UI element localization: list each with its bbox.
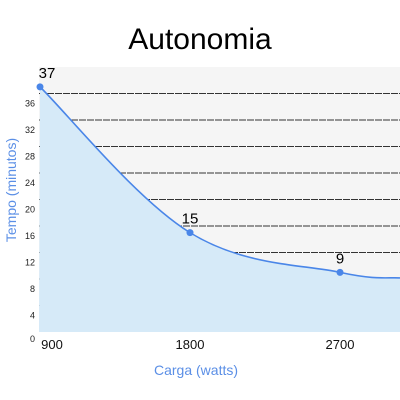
data-labels: 37 15 9 [39,65,345,268]
x-axis-ticks: 900 1800 2700 [41,337,354,352]
y-axis-label: Tempo (minutos) [3,138,19,242]
data-points [36,83,344,276]
data-point [186,229,194,237]
y-tick-label: 20 [25,205,35,215]
y-tick-label: 8 [30,284,35,294]
data-label: 37 [39,65,56,82]
y-tick-label: 0 [30,334,35,344]
y-tick-label: 32 [25,125,35,135]
x-tick-label: 900 [41,337,63,352]
y-tick-label: 24 [25,178,35,188]
x-axis-label: Carga (watts) [154,362,238,378]
chart-title: Autonomia [128,23,272,56]
data-label: 9 [336,250,344,267]
x-tick-label: 2700 [326,337,355,352]
y-tick-label: 16 [25,231,35,241]
data-point [36,83,44,91]
y-tick-label: 36 [25,99,35,109]
data-point [336,268,344,276]
area-fill [39,86,400,332]
x-tick-label: 1800 [176,337,205,352]
data-label: 15 [182,211,199,228]
y-tick-label: 28 [25,152,35,162]
y-axis-ticks: 0 4 8 12 16 20 24 28 32 36 [25,99,35,345]
series-line [39,86,400,279]
y-tick-label: 4 [30,311,35,321]
y-tick-label: 12 [25,258,35,268]
